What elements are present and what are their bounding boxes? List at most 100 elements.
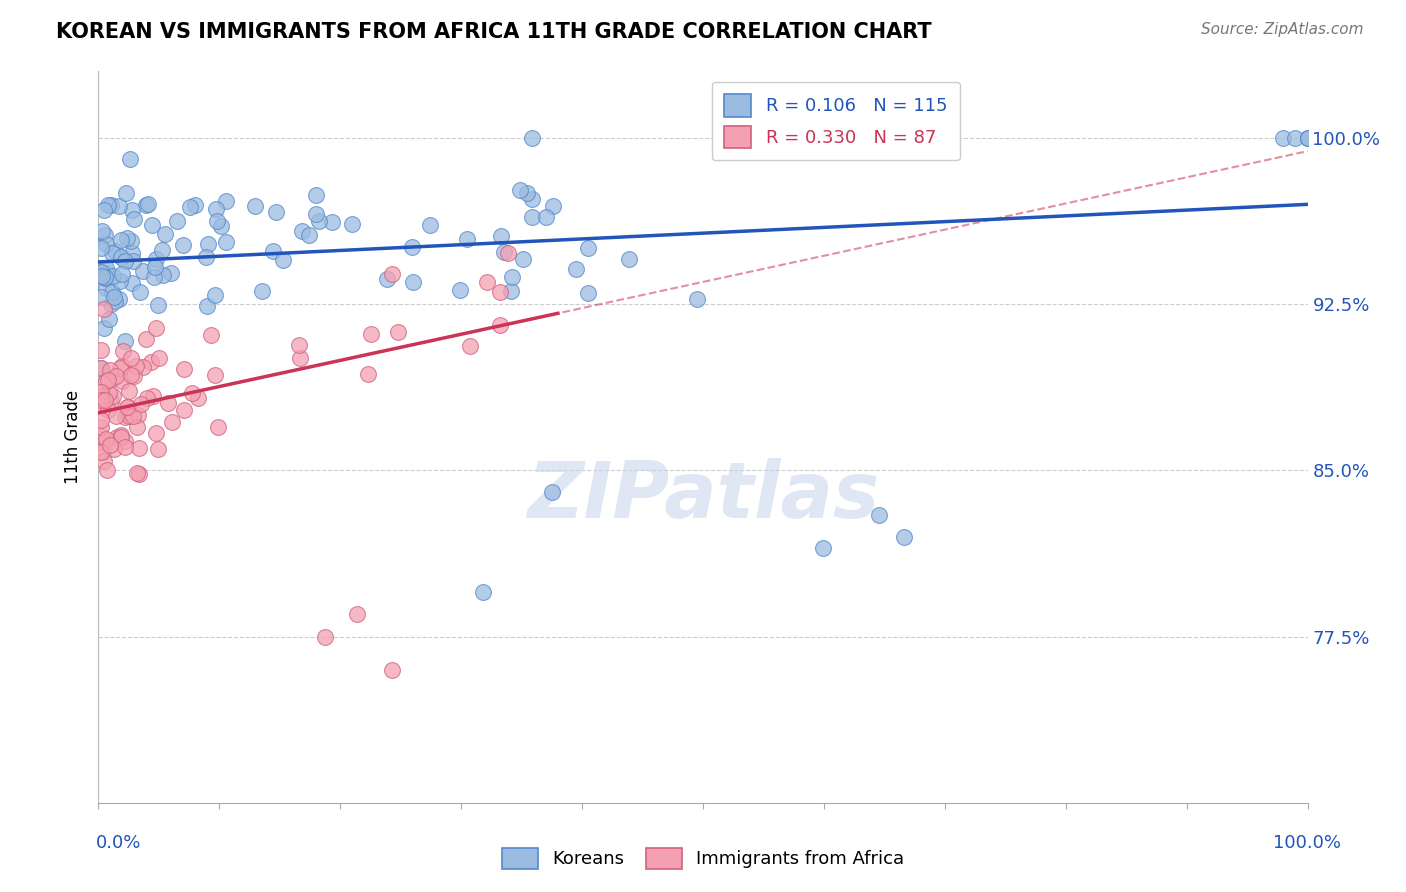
Point (314, 630, 336, 644)
Point (90, 435, 112, 450)
Point (94, 271, 117, 285)
Point (90, 390, 112, 404)
Point (127, 408, 149, 422)
Point (94, 270, 117, 285)
Point (98, 363, 121, 377)
Point (101, 389, 124, 403)
Point (1284, 131, 1306, 145)
Point (121, 246, 143, 260)
Point (121, 202, 143, 217)
Point (173, 361, 195, 376)
Point (105, 430, 128, 444)
Point (103, 442, 125, 457)
Point (90, 393, 112, 408)
Legend: Koreans, Immigrants from Africa: Koreans, Immigrants from Africa (495, 840, 911, 876)
Point (419, 218, 441, 232)
Point (305, 207, 328, 221)
Point (477, 275, 499, 289)
Point (1296, 131, 1319, 145)
Point (93, 453, 115, 467)
Point (104, 409, 127, 424)
Point (492, 245, 515, 260)
Point (381, 663, 404, 677)
Point (195, 299, 218, 313)
Point (104, 368, 127, 383)
Point (298, 227, 321, 242)
Point (686, 292, 709, 306)
Point (93, 321, 115, 335)
Point (91, 445, 114, 459)
Point (449, 283, 471, 297)
Point (136, 392, 159, 406)
Point (90, 420, 112, 434)
Point (135, 332, 157, 346)
Point (90, 445, 112, 459)
Point (536, 211, 558, 225)
Point (160, 266, 183, 280)
Point (150, 243, 173, 257)
Point (127, 420, 149, 434)
Point (100, 245, 122, 260)
Point (111, 359, 134, 373)
Point (183, 197, 205, 211)
Point (124, 368, 146, 383)
Point (111, 374, 134, 388)
Point (93, 227, 115, 242)
Point (128, 467, 150, 482)
Point (110, 429, 132, 443)
Point (90, 385, 112, 400)
Point (93, 302, 115, 317)
Point (125, 359, 148, 373)
Point (90, 413, 112, 427)
Text: KOREAN VS IMMIGRANTS FROM AFRICA 11TH GRADE CORRELATION CHART: KOREAN VS IMMIGRANTS FROM AFRICA 11TH GR… (56, 22, 932, 42)
Point (118, 384, 141, 398)
Point (114, 434, 136, 448)
Point (90, 343, 112, 357)
Point (489, 285, 512, 300)
Text: 0.0%: 0.0% (96, 834, 141, 852)
Point (146, 442, 169, 456)
Point (204, 368, 226, 383)
Point (96, 266, 118, 280)
Point (160, 415, 183, 429)
Point (360, 327, 382, 342)
Point (617, 252, 640, 266)
Point (114, 334, 136, 349)
Point (110, 428, 132, 442)
Point (1296, 131, 1319, 145)
Point (108, 199, 131, 213)
Point (115, 231, 138, 245)
Point (120, 152, 142, 166)
Point (90, 290, 112, 304)
Point (291, 224, 314, 238)
Point (541, 485, 564, 500)
Point (214, 235, 236, 249)
Point (811, 541, 834, 555)
Point (205, 202, 228, 216)
Point (172, 238, 194, 252)
Point (145, 252, 167, 266)
Point (576, 242, 599, 256)
Point (340, 217, 363, 231)
Point (143, 269, 166, 284)
Point (243, 199, 266, 213)
Point (114, 186, 136, 200)
Point (305, 187, 328, 202)
Point (543, 199, 565, 213)
Point (122, 211, 145, 226)
Point (97, 198, 120, 212)
Point (471, 585, 494, 599)
Point (356, 367, 378, 381)
Legend: R = 0.106   N = 115, R = 0.330   N = 87: R = 0.106 N = 115, R = 0.330 N = 87 (711, 82, 960, 161)
Point (308, 213, 330, 227)
Point (520, 131, 543, 145)
Point (114, 410, 136, 425)
Point (509, 183, 531, 197)
Point (205, 214, 228, 228)
Point (512, 252, 534, 267)
Point (90, 429, 112, 443)
Point (456, 231, 478, 245)
Point (1272, 131, 1295, 145)
Point (402, 275, 425, 289)
Point (197, 237, 219, 252)
